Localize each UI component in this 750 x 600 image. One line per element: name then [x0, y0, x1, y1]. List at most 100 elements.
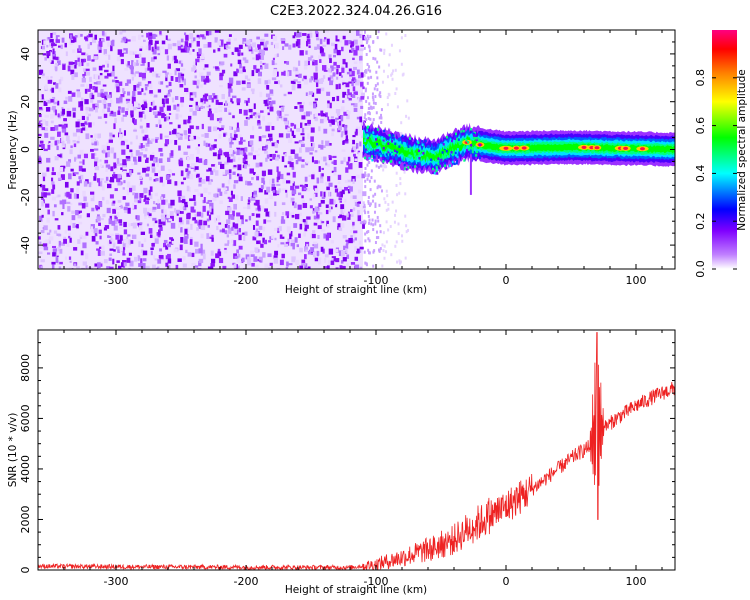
noise-pixel [348, 97, 352, 101]
noise-pixel [265, 93, 271, 98]
noise-fade-pixel [368, 239, 371, 243]
noise-pixel [187, 115, 192, 120]
noise-pixel [362, 205, 366, 209]
noise-pixel [79, 149, 84, 156]
noise-pixel [192, 61, 196, 68]
noise-pixel [212, 92, 216, 96]
noise-pixel [86, 35, 90, 38]
noise-pixel [225, 45, 229, 48]
noise-pixel [106, 199, 109, 204]
noise-pixel [228, 227, 232, 234]
noise-pixel [234, 47, 239, 52]
noise-pixel [324, 258, 327, 263]
noise-fade-pixel [404, 34, 407, 38]
noise-pixel [217, 47, 221, 52]
x-tick-label: -300 [104, 575, 129, 588]
noise-pixel [326, 91, 331, 96]
carrier-scatter-pixel [445, 149, 448, 153]
noise-pixel [172, 130, 177, 135]
noise-pixel [129, 260, 134, 267]
carrier-scatter-pixel [403, 167, 406, 170]
noise-pixel [139, 197, 142, 201]
noise-pixel [164, 135, 169, 138]
noise-pixel [239, 150, 244, 155]
noise-pixel [242, 69, 246, 73]
noise-pixel [98, 65, 103, 71]
noise-pixel [178, 196, 181, 203]
chart-title: C2E3.2022.324.04.26.G16 [270, 4, 442, 19]
noise-pixel [325, 204, 329, 209]
carrier-scatter-pixel [470, 128, 473, 131]
noise-pixel [117, 180, 122, 186]
carrier-scatter-pixel [367, 134, 370, 137]
noise-pixel [100, 250, 105, 256]
noise-pixel [218, 222, 222, 225]
noise-pixel [273, 69, 277, 72]
noise-pixel [281, 216, 284, 222]
noise-fade-pixel [365, 53, 368, 57]
noise-fade-pixel [368, 160, 371, 164]
noise-pixel [168, 169, 172, 172]
noise-pixel [352, 134, 356, 138]
noise-pixel [167, 258, 172, 264]
noise-pixel [198, 248, 203, 254]
noise-pixel [233, 227, 238, 234]
noise-pixel [357, 210, 360, 216]
noise-fade-pixel [364, 173, 367, 177]
noise-fade-pixel [376, 60, 379, 64]
noise-pixel [157, 89, 162, 93]
noise-pixel [362, 73, 366, 77]
noise-pixel [129, 64, 134, 70]
noise-pixel [327, 142, 332, 146]
carrier-scatter-pixel [455, 162, 458, 165]
carrier-scatter-pixel [364, 139, 367, 142]
noise-pixel [219, 117, 223, 121]
noise-pixel [72, 132, 77, 137]
noise-pixel [349, 70, 353, 75]
noise-pixel [346, 71, 350, 75]
noise-pixel [180, 44, 185, 48]
noise-pixel [186, 185, 190, 192]
noise-pixel [184, 32, 187, 36]
noise-fade-pixel [365, 118, 368, 122]
x-tick-label: -100 [364, 274, 389, 287]
noise-fade-pixel [393, 220, 396, 224]
noise-pixel [243, 41, 248, 44]
noise-pixel [94, 172, 97, 178]
noise-pixel [196, 40, 200, 47]
noise-pixel [130, 223, 134, 227]
noise-pixel [183, 151, 188, 155]
noise-pixel [254, 150, 259, 153]
noise-pixel [122, 265, 126, 269]
noise-pixel [218, 134, 222, 139]
noise-pixel [342, 92, 345, 98]
noise-fade-pixel [364, 185, 367, 189]
noise-pixel [246, 163, 250, 167]
noise-pixel [137, 81, 142, 87]
noise-pixel [314, 206, 318, 213]
noise-pixel [83, 127, 88, 131]
colorbar-tick-label: 0.0 [694, 260, 707, 278]
noise-pixel [353, 78, 357, 83]
noise-fade-pixel [366, 39, 369, 43]
noise-pixel [86, 116, 89, 121]
noise-pixel [219, 191, 223, 196]
noise-pixel [60, 174, 65, 180]
carrier-scatter-pixel [403, 163, 406, 167]
noise-pixel [81, 97, 84, 103]
noise-pixel [51, 167, 55, 172]
noise-pixel [70, 39, 75, 43]
noise-pixel [297, 81, 301, 84]
noise-pixel [81, 52, 86, 56]
noise-pixel [313, 72, 318, 79]
noise-pixel [302, 136, 305, 141]
noise-pixel [299, 184, 304, 187]
noise-fade-pixel [379, 164, 382, 168]
noise-pixel [79, 174, 84, 180]
noise-pixel [219, 72, 224, 77]
snr-line [38, 332, 675, 570]
noise-pixel [181, 68, 186, 71]
noise-pixel [244, 164, 247, 169]
noise-pixel [322, 44, 327, 47]
noise-pixel [324, 182, 328, 186]
